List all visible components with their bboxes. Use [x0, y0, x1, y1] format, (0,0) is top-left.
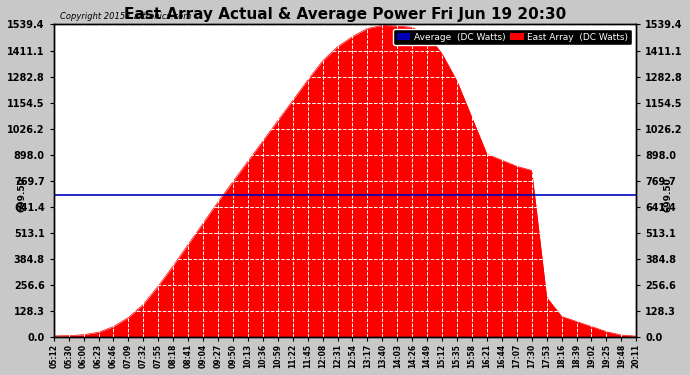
Title: East Array Actual & Average Power Fri Jun 19 20:30: East Array Actual & Average Power Fri Ju… [124, 7, 566, 22]
Text: 699.50: 699.50 [17, 177, 26, 212]
Text: Copyright 2015 Cartronics.com: Copyright 2015 Cartronics.com [59, 12, 191, 21]
Text: 699.50: 699.50 [664, 177, 673, 212]
Legend: Average  (DC Watts), East Array  (DC Watts): Average (DC Watts), East Array (DC Watts… [393, 29, 632, 45]
